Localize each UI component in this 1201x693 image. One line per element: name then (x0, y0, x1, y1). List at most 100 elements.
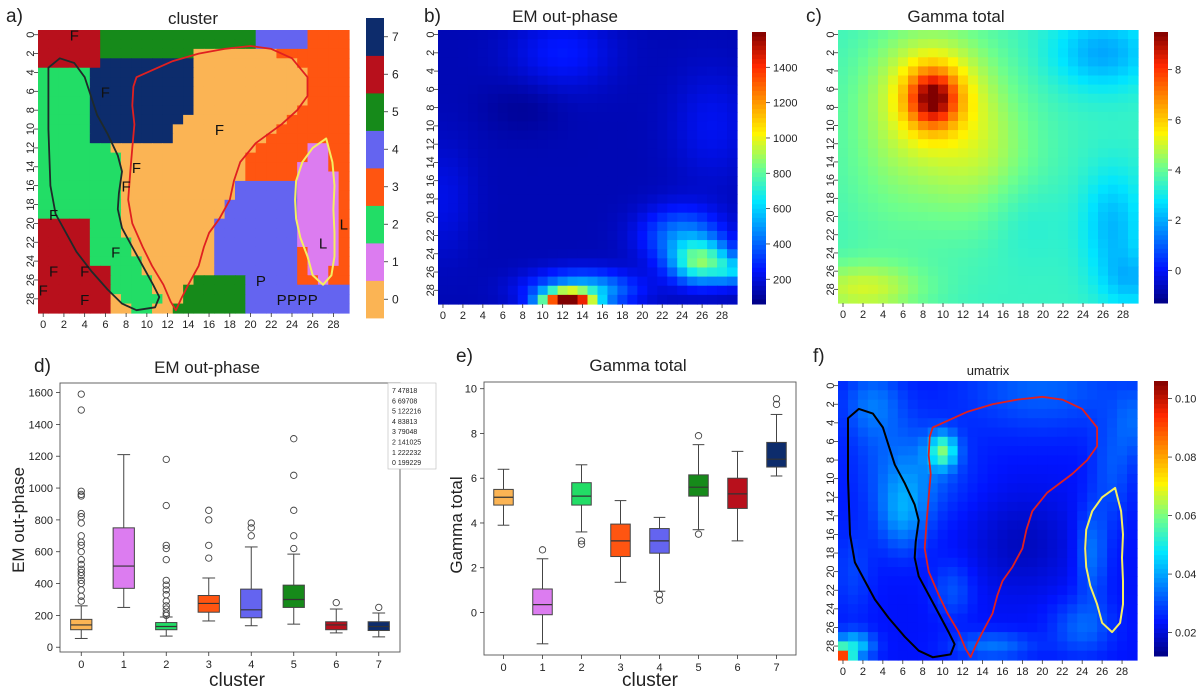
panel-b-colorbar-segment (752, 149, 766, 155)
gamma-cell (838, 239, 849, 249)
gamma-cell (898, 275, 909, 286)
umatrix-cell (1107, 622, 1118, 633)
umatrix-cell (957, 529, 969, 540)
gamma-cell (1098, 257, 1109, 268)
em-cell (557, 48, 569, 58)
gamma-cell (1058, 111, 1069, 122)
black-contour (47, 57, 161, 312)
panel-f-colorbar-segment (1154, 619, 1168, 625)
umatrix-cell (907, 418, 919, 429)
panel-f-y-tick-label: 12 (825, 491, 837, 503)
em-cell (438, 112, 449, 122)
em-cell (537, 93, 549, 104)
gamma-cell (1018, 230, 1029, 240)
umatrix-cell (867, 567, 879, 577)
gamma-cell (958, 266, 969, 277)
cluster-cell (79, 96, 91, 107)
umatrix-cell (1047, 557, 1058, 568)
em-cell (447, 249, 459, 259)
cluster-cell (141, 124, 153, 135)
em-cell (597, 121, 609, 132)
umatrix-cell (917, 483, 929, 494)
umatrix-cell (1097, 455, 1108, 466)
cluster-cell (100, 67, 112, 78)
umatrix-cell (1057, 576, 1068, 587)
cluster-cell (38, 294, 49, 305)
cluster-cell (234, 284, 246, 295)
em-cell (697, 194, 708, 205)
umatrix-cell (957, 455, 969, 466)
em-cell (647, 112, 658, 122)
panel-f-colorbar-segment (1154, 481, 1168, 487)
cluster-cell (214, 237, 226, 248)
panel-f-colorbar-segment (1154, 458, 1168, 464)
umatrix-cell (877, 501, 889, 512)
umatrix-cell (997, 483, 1009, 494)
em-cell (667, 112, 678, 122)
cluster-cell (266, 246, 278, 257)
cluster-cell (338, 171, 350, 182)
cluster-cell (69, 30, 81, 41)
cluster-cell (276, 246, 288, 257)
gamma-cell (978, 275, 989, 286)
panel-b-colorbar-segment (752, 213, 766, 219)
em-cell (438, 167, 449, 177)
panel-c-x-tick-label: 16 (997, 309, 1009, 321)
gamma-cell (1048, 66, 1059, 77)
gamma-cell (1108, 184, 1119, 195)
umatrix-cell (1087, 381, 1098, 391)
umatrix-cell (967, 436, 979, 447)
cluster-cell (203, 77, 215, 88)
umatrix-cell (1037, 483, 1048, 494)
panel-c-colorbar-segment (1154, 45, 1168, 51)
em-cell (507, 258, 519, 269)
panel-d-label: d) (34, 356, 51, 377)
em-cell (487, 267, 499, 278)
em-cell (717, 66, 728, 77)
cluster-cell (317, 265, 329, 276)
gamma-cell (1078, 284, 1089, 295)
cluster-cell (338, 265, 350, 276)
panel-a-colorbar-tick-label: 7 (392, 30, 399, 44)
gamma-cell (968, 275, 979, 286)
em-cell (507, 240, 519, 250)
cluster-cell (266, 275, 278, 286)
em-cell (647, 294, 658, 305)
gamma-cell (878, 212, 889, 222)
cluster-cell (266, 39, 278, 50)
gamma-cell (1088, 239, 1099, 249)
gamma-cell (1018, 93, 1029, 104)
gamma-cell (1098, 75, 1109, 86)
gamma-cell (998, 39, 1009, 49)
umatrix-cell (847, 594, 859, 605)
em-cell (597, 267, 609, 278)
em-cell (557, 276, 569, 287)
umatrix-cell (1027, 594, 1038, 605)
panel-b-y-tick-label: 16 (425, 175, 437, 187)
umatrix-cell (907, 622, 919, 633)
gamma-cell (918, 221, 929, 231)
cluster-cell (38, 199, 49, 210)
umatrix-cell (977, 613, 989, 624)
em-cell (667, 240, 678, 250)
umatrix-cell (967, 464, 979, 475)
panel-f-colorbar-segment (1154, 637, 1168, 643)
gamma-cell (1128, 157, 1139, 168)
umatrix-cell (1117, 483, 1128, 494)
em-cell (497, 240, 509, 250)
umatrix-cell (987, 632, 999, 642)
umatrix-cell (887, 613, 899, 624)
umatrix-cell (977, 594, 989, 605)
cluster-cell (120, 228, 132, 239)
cluster-cell (120, 284, 132, 295)
em-cell (438, 294, 449, 305)
umatrix-cell (1067, 594, 1078, 605)
umatrix-cell (1037, 557, 1048, 568)
cluster-cell (48, 30, 60, 41)
gamma-cell (928, 111, 939, 122)
umatrix-cell (927, 613, 939, 624)
umatrix-cell (987, 446, 999, 456)
panel-c-colorbar-segment (1154, 36, 1168, 42)
